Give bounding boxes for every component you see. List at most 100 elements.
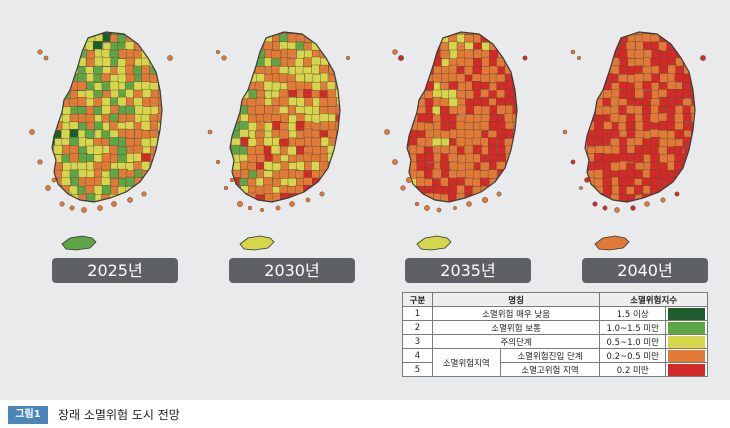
region-cell	[473, 203, 482, 212]
region-cell	[335, 88, 340, 99]
region-cell	[585, 162, 588, 172]
region-cell	[230, 121, 234, 131]
region-cell	[673, 88, 684, 99]
region-cell	[407, 82, 411, 92]
region-cell	[488, 186, 499, 196]
island	[400, 185, 406, 191]
region-cell	[343, 83, 352, 92]
region-cell	[336, 177, 340, 188]
region-cell	[52, 162, 55, 172]
legend-swatch-cell	[665, 334, 708, 349]
region-cell	[77, 97, 87, 107]
region-cell	[521, 130, 530, 139]
region-cell	[674, 113, 684, 124]
region-cell	[522, 137, 531, 146]
region-cell	[311, 56, 321, 67]
region-cell	[585, 42, 589, 52]
legend-header-index: 소멸위험지수	[599, 292, 708, 307]
region-cell	[335, 32, 340, 43]
region-cell	[520, 114, 529, 123]
island	[424, 205, 430, 211]
region-cell	[682, 169, 692, 180]
region-cell	[595, 66, 605, 77]
island	[346, 56, 350, 60]
region-cell	[151, 203, 160, 212]
region-cell	[69, 32, 79, 37]
region-cell	[141, 65, 151, 75]
region-cell	[287, 146, 297, 156]
region-cell	[117, 154, 127, 164]
region-cell	[255, 32, 266, 35]
region-cell	[610, 193, 621, 202]
region-cell	[287, 48, 297, 59]
region-cell	[69, 58, 79, 68]
legend-range: 1.0~1.5 미만	[599, 320, 667, 335]
region-cell	[690, 136, 695, 147]
region-cell	[327, 169, 338, 180]
region-cell	[641, 105, 652, 115]
region-cell	[407, 41, 411, 52]
region-cell	[303, 32, 313, 35]
region-cell	[165, 186, 174, 195]
region-cell	[634, 153, 644, 164]
island	[59, 201, 65, 207]
region-cell	[603, 33, 613, 43]
region-cell	[698, 90, 707, 99]
region-cell	[463, 49, 474, 59]
region-cell	[101, 81, 112, 91]
region-cell	[313, 203, 322, 212]
island	[562, 129, 568, 135]
region-cell	[690, 192, 695, 202]
region-cell	[496, 129, 506, 139]
region-cell	[699, 187, 708, 196]
island	[127, 197, 133, 203]
region-cell	[327, 32, 337, 36]
region-cell	[54, 81, 65, 92]
region-cell	[52, 105, 55, 116]
region-cell	[602, 177, 613, 187]
region-cell	[84, 129, 95, 139]
region-cell	[407, 105, 410, 116]
region-cell	[294, 58, 305, 68]
region-cell	[61, 81, 71, 92]
region-cell	[700, 34, 709, 43]
region-cell	[166, 66, 175, 75]
region-cell	[641, 145, 652, 156]
region-cell	[52, 129, 55, 140]
region-cell	[230, 66, 233, 76]
jeju-island	[61, 235, 97, 251]
region-cell	[109, 168, 119, 179]
region-cell	[336, 138, 340, 148]
region-cell	[690, 89, 695, 99]
region-cell	[465, 153, 475, 163]
mainland-outline	[406, 31, 518, 203]
region-cell	[344, 25, 353, 34]
region-cell	[504, 203, 513, 212]
region-cell	[659, 138, 669, 148]
region-cell	[124, 41, 135, 51]
region-cell	[595, 50, 606, 61]
region-cell	[141, 32, 152, 37]
region-cell	[593, 169, 604, 179]
region-cell	[52, 97, 56, 107]
region-cell	[157, 160, 162, 171]
region-cell	[232, 41, 243, 52]
region-cell	[296, 194, 307, 202]
region-cell	[52, 41, 63, 52]
region-cell	[157, 122, 162, 132]
region-cell	[594, 74, 604, 84]
region-cell	[674, 32, 685, 36]
island	[111, 201, 117, 207]
mainland-outline	[51, 31, 163, 203]
island	[221, 55, 227, 61]
region-cell	[156, 33, 162, 43]
region-cell	[683, 178, 694, 188]
region-cell	[167, 82, 176, 91]
region-cell	[270, 145, 281, 155]
region-cell	[78, 32, 88, 37]
region-cell	[423, 41, 434, 51]
region-cell	[594, 152, 604, 163]
legend-swatch	[668, 363, 705, 376]
legend-id: 1	[402, 306, 433, 321]
region-cell	[344, 137, 353, 146]
